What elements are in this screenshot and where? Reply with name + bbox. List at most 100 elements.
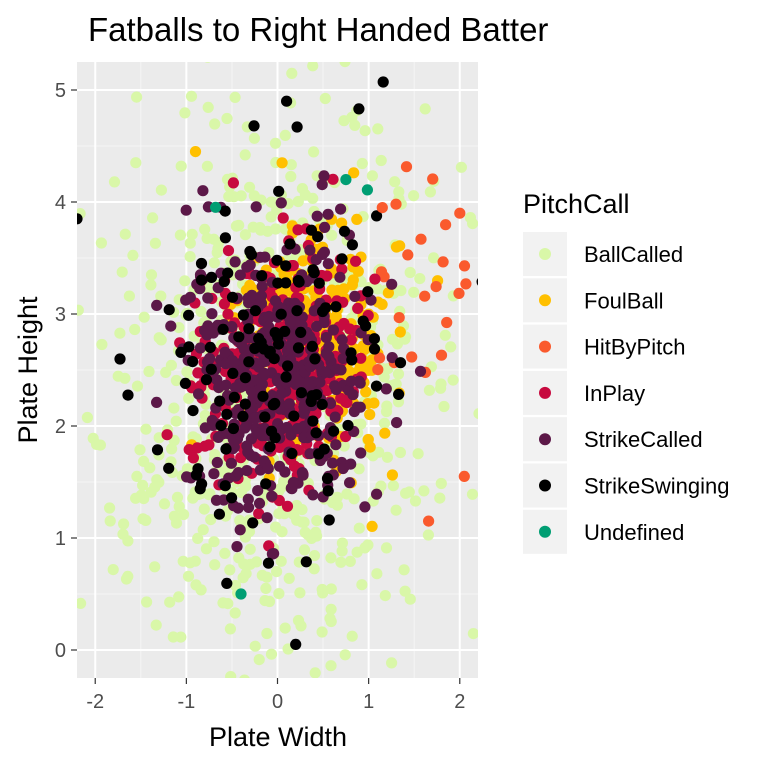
point-strikeswinging — [194, 483, 206, 495]
point-strikeswinging — [175, 346, 187, 358]
point-strikeswinging — [219, 205, 231, 217]
point-strikeswinging — [321, 472, 334, 485]
legend-label-strikeswinging: StrikeSwinging — [584, 474, 730, 499]
point-inplay — [292, 224, 304, 236]
legend-swatch-strikeswinging — [539, 479, 551, 492]
point-ballcalled — [270, 521, 282, 533]
point-ballcalled — [137, 479, 149, 491]
point-ballcalled — [307, 62, 319, 72]
point-strikeswinging — [221, 408, 233, 420]
point-ballcalled — [145, 269, 158, 281]
point-foulball — [368, 397, 380, 409]
point-ballcalled — [404, 266, 416, 279]
point-ballcalled — [344, 555, 356, 568]
point-ballcalled — [467, 218, 478, 230]
point-inplay — [161, 429, 173, 441]
point-strikecalled — [226, 321, 238, 333]
point-ballcalled — [483, 375, 494, 386]
point-strikeswinging — [268, 353, 280, 365]
point-strikecalled — [273, 460, 286, 472]
point-strikecalled — [276, 387, 288, 400]
point-ballcalled — [414, 273, 426, 285]
point-ballcalled — [265, 211, 277, 223]
point-ballcalled — [118, 518, 130, 530]
point-ballcalled — [205, 514, 217, 526]
point-strikeswinging — [187, 356, 199, 368]
point-ballcalled — [372, 123, 384, 135]
point-ballcalled — [230, 706, 241, 717]
point-ballcalled — [286, 67, 298, 79]
point-strikeswinging — [257, 390, 269, 402]
point-strikecalled — [380, 383, 392, 395]
point-strikecalled — [229, 256, 241, 268]
point-ballcalled — [292, 679, 303, 690]
point-ballcalled — [45, 346, 56, 357]
point-strikeswinging — [226, 492, 238, 504]
point-strikeswinging — [217, 323, 229, 335]
point-ballcalled — [439, 329, 451, 341]
point-hitbypitch — [406, 351, 418, 363]
point-hitbypitch — [460, 278, 472, 290]
point-strikecalled — [193, 388, 205, 400]
point-foulball — [366, 520, 378, 533]
point-strikecalled — [323, 341, 335, 353]
point-ballcalled — [173, 591, 185, 603]
point-hitbypitch — [375, 266, 388, 278]
point-strikecalled — [330, 383, 342, 396]
point-ballcalled — [338, 440, 350, 452]
point-ballcalled — [375, 154, 387, 167]
point-ballcalled — [221, 112, 233, 125]
point-inplay — [281, 500, 294, 512]
point-foulball — [276, 157, 288, 169]
point-ballcalled — [265, 648, 278, 660]
point-strikecalled — [335, 203, 347, 215]
point-ballcalled — [311, 515, 323, 527]
point-ballcalled — [294, 587, 306, 599]
point-strikeswinging — [330, 301, 342, 313]
point-strikecalled — [219, 346, 231, 358]
point-ballcalled — [224, 623, 236, 635]
point-ballcalled — [223, 190, 235, 203]
point-strikecalled — [211, 456, 223, 469]
x-axis-ticks: -2 -1 0 1 2 — [86, 678, 465, 713]
point-hitbypitch — [402, 249, 414, 261]
point-strikeswinging — [255, 336, 267, 349]
point-ballcalled — [145, 279, 157, 291]
point-strikecalled — [261, 512, 273, 524]
point-ballcalled — [325, 552, 337, 564]
point-ballcalled — [200, 543, 212, 555]
point-strikeswinging — [313, 277, 325, 289]
point-strikeswinging — [269, 327, 281, 339]
point-ballcalled — [496, 202, 507, 213]
point-ballcalled — [404, 593, 416, 605]
point-strikeswinging — [190, 469, 202, 481]
point-ballcalled — [197, 524, 209, 536]
point-inplay — [321, 270, 333, 282]
point-ballcalled — [153, 476, 165, 488]
point-ballcalled — [240, 480, 252, 492]
point-ballcalled — [185, 90, 198, 102]
point-ballcalled — [195, 305, 207, 318]
point-strikeswinging — [195, 274, 208, 286]
point-inplay — [222, 308, 234, 320]
point-ballcalled — [359, 542, 371, 554]
point-ballcalled — [311, 530, 323, 542]
point-inplay — [277, 212, 289, 224]
legend-swatch-inplay — [539, 386, 551, 399]
point-ballcalled — [378, 371, 390, 383]
point-ballcalled — [319, 92, 331, 105]
point-ballcalled — [422, 529, 434, 541]
point-ballcalled — [81, 411, 93, 424]
point-strikeswinging — [322, 485, 334, 497]
point-strikecalled — [414, 365, 427, 377]
point-inplay — [192, 367, 204, 379]
x-tick-label: -1 — [177, 691, 195, 713]
point-ballcalled — [330, 705, 341, 716]
point-strikecalled — [287, 476, 299, 489]
point-strikecalled — [355, 447, 367, 459]
point-ballcalled — [112, 370, 124, 382]
point-strikeswinging — [163, 462, 175, 474]
point-strikecalled — [296, 467, 308, 479]
point-strikeswinging — [264, 441, 276, 453]
point-strikeswinging — [227, 367, 239, 379]
